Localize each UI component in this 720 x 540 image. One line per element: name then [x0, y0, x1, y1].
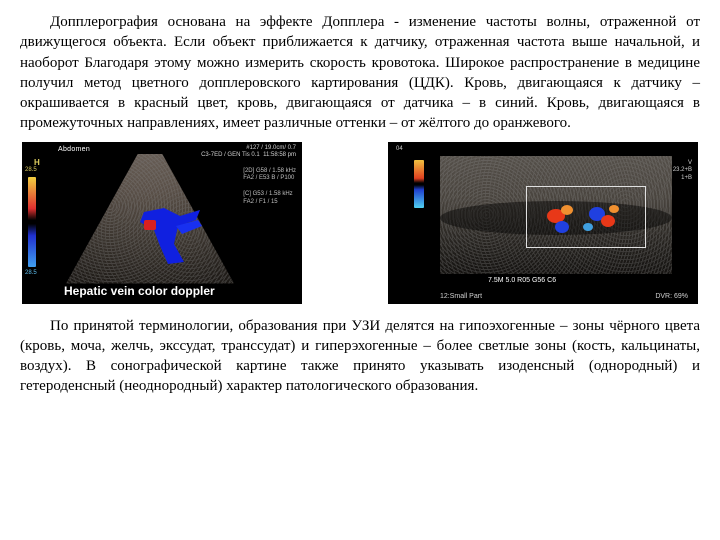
- ultrasound-rect: [440, 156, 672, 274]
- artery-flow-icon: [144, 220, 156, 230]
- hepatic-vein-doppler-image: Abdomen H #127 / 19.0cm/ 0.7 C3-7ED / GE…: [22, 142, 302, 304]
- flow-icon: [583, 223, 593, 231]
- preset-label: 12:Small Part: [440, 293, 482, 300]
- right-scale-label: V 23.2+B 1+B: [673, 160, 692, 183]
- flow-icon: [609, 205, 619, 213]
- flow-icon: [601, 215, 615, 227]
- scale-top-value: 28.5: [25, 167, 37, 173]
- ultrasound-fan: [50, 154, 250, 284]
- flow-icon: [561, 205, 573, 215]
- region-label: Abdomen: [58, 146, 90, 153]
- settings-side: [2D] G58 / 1.58 kHz FA2 / E53 B / P100 […: [243, 168, 296, 207]
- small-part-doppler-image: 04 V 23.2+B 1+B 7.5M 5.0 R05 G56 C6 12:S…: [388, 142, 698, 304]
- doppler-color-scale-icon: [414, 160, 424, 208]
- paragraph-2: По принятой терминологии, образования пр…: [20, 316, 700, 397]
- ultrasound-images-row: Abdomen H #127 / 19.0cm/ 0.7 C3-7ED / GE…: [20, 142, 700, 304]
- flow-icon: [555, 221, 569, 233]
- dvr-label: DVR: 69%: [655, 293, 688, 300]
- image-caption: Hepatic vein color doppler: [64, 284, 215, 298]
- doppler-color-scale-icon: [28, 177, 36, 267]
- hepatic-vein-icon: [136, 206, 206, 266]
- doppler-roi-box: [526, 186, 646, 248]
- scale-bottom-value: 28.5: [25, 270, 37, 276]
- probe-settings: 7.5M 5.0 R05 G56 C6: [488, 277, 556, 284]
- frame-number: 04: [396, 146, 403, 152]
- h-marker: H: [34, 158, 40, 167]
- paragraph-1: Допплерография основана на эффекте Доппл…: [20, 12, 700, 134]
